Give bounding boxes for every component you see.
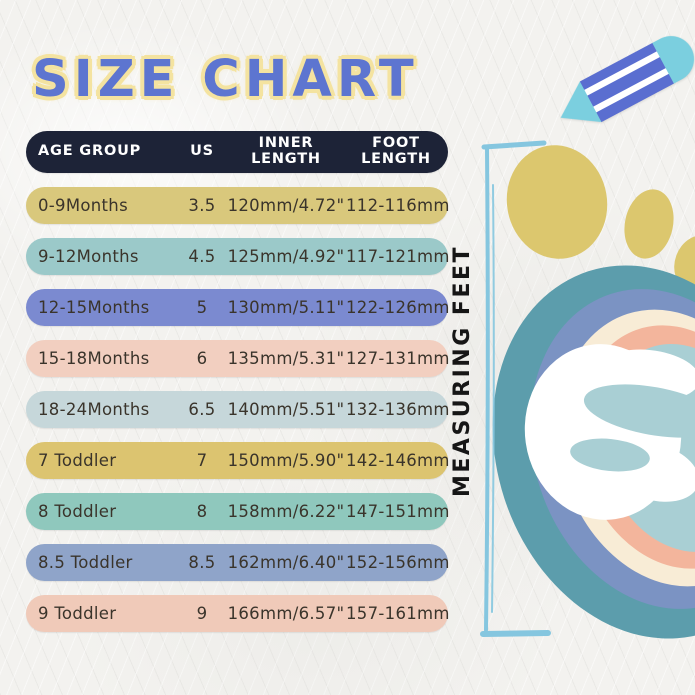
second-toe-shape (624, 189, 674, 259)
table-header-row: AGE GROUP US INNER LENGTH FOOT LENGTH (26, 131, 448, 173)
header-foot-length-label: FOOT LENGTH (361, 135, 431, 167)
inner-length-cell: 162mm/6.40" (227, 553, 345, 572)
table-row: 7 Toddler 7 150mm/5.90" 142-146mm (26, 442, 450, 479)
us-size-cell: 6.5 (188, 400, 216, 419)
age-group-cell: 18-24Months (38, 400, 150, 419)
size-table: AGE GROUP US INNER LENGTH FOOT LENGTH 0-… (26, 131, 450, 632)
age-group-cell: 9-12Months (38, 247, 139, 266)
splash-cutout-lower (570, 438, 650, 472)
header-inner-length-label: INNER LENGTH (251, 135, 321, 167)
inner-length-cell: 150mm/5.90" (227, 451, 345, 470)
us-size-cell: 6 (196, 349, 208, 368)
foot-length-cell: 117-121mm (346, 247, 450, 266)
table-row: 8 Toddler 8 158mm/6.22" 147-151mm (26, 493, 450, 530)
age-group-cell: 12-15Months (38, 298, 150, 317)
foot-length-cell: 112-116mm (346, 196, 450, 215)
foot-length-cell: 147-151mm (346, 502, 450, 521)
foot-length-cell: 122-126mm (346, 298, 450, 317)
inner-length-cell: 166mm/6.57" (227, 604, 345, 623)
table-row: 8.5 Toddler 8.5 162mm/6.40" 152-156mm (26, 544, 450, 581)
bracket-bottom-tick (480, 630, 551, 637)
table-row: 18-24Months 6.5 140mm/5.51" 132-136mm (26, 391, 450, 428)
header-age-group: AGE GROUP (38, 143, 142, 160)
inner-length-cell: 158mm/6.22" (227, 502, 345, 521)
big-toe-shape (506, 145, 608, 259)
measuring-bracket (480, 140, 551, 637)
foot-length-cell: 132-136mm (346, 400, 450, 419)
age-group-cell: 15-18Months (38, 349, 150, 368)
bracket-vertical-line-inner (491, 184, 495, 613)
table-row: 15-18Months 6 135mm/5.31" 127-131mm (26, 340, 450, 377)
us-size-cell: 7 (196, 451, 208, 470)
table-row: 12-15Months 5 130mm/5.11" 122-126mm (26, 289, 450, 326)
inner-length-cell: 125mm/4.92" (227, 247, 345, 266)
us-size-cell: 8.5 (188, 553, 216, 572)
foot-length-cell: 152-156mm (346, 553, 450, 572)
inner-length-cell: 135mm/5.31" (227, 349, 345, 368)
us-size-cell: 4.5 (188, 247, 216, 266)
bracket-vertical-line (484, 146, 490, 632)
page-title: SIZE CHART (32, 50, 419, 109)
us-size-cell: 8 (196, 502, 208, 521)
inner-length-cell: 140mm/5.51" (227, 400, 345, 419)
inner-length-cell: 130mm/5.11" (227, 298, 345, 317)
age-group-cell: 0-9Months (38, 196, 128, 215)
age-group-cell: 8.5 Toddler (38, 553, 133, 572)
us-size-cell: 3.5 (188, 196, 216, 215)
measuring-feet-label: MEASURING FEET (450, 244, 475, 497)
splash-cutout-upper (583, 384, 695, 438)
header-inner-length: INNER LENGTH (226, 135, 346, 167)
foot-length-cell: 127-131mm (346, 349, 450, 368)
foot-length-cell: 157-161mm (346, 604, 450, 623)
table-row: 0-9Months 3.5 120mm/4.72" 112-116mm (26, 187, 450, 224)
third-toe-shape (674, 235, 695, 291)
header-us-size: US (190, 143, 214, 160)
header-foot-length: FOOT LENGTH (346, 135, 446, 167)
age-group-cell: 7 Toddler (38, 451, 117, 470)
age-group-cell: 9 Toddler (38, 604, 117, 623)
us-size-cell: 9 (196, 604, 208, 623)
table-row: 9 Toddler 9 166mm/6.57" 157-161mm (26, 595, 450, 632)
age-group-cell: 8 Toddler (38, 502, 117, 521)
us-size-cell: 5 (196, 298, 208, 317)
inner-length-cell: 120mm/4.72" (227, 196, 345, 215)
foot-length-cell: 142-146mm (346, 451, 450, 470)
table-row: 9-12Months 4.5 125mm/4.92" 117-121mm (26, 238, 450, 275)
bracket-top-tick (481, 140, 547, 150)
foot-illustration (480, 140, 695, 639)
